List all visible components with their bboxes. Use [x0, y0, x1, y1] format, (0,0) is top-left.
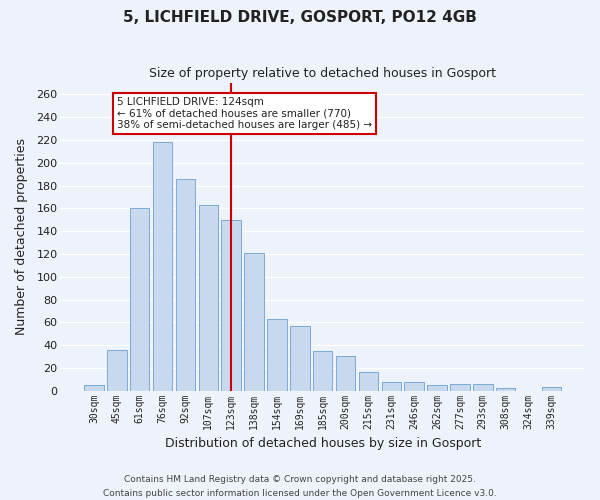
Bar: [244, 253, 264, 390]
Bar: [290, 326, 310, 390]
Bar: [496, 388, 515, 390]
Bar: [359, 372, 378, 390]
Bar: [382, 382, 401, 390]
Bar: [221, 220, 241, 390]
Bar: [450, 384, 470, 390]
Title: Size of property relative to detached houses in Gosport: Size of property relative to detached ho…: [149, 68, 496, 80]
Bar: [130, 208, 149, 390]
Bar: [404, 382, 424, 390]
Bar: [473, 384, 493, 390]
Y-axis label: Number of detached properties: Number of detached properties: [15, 138, 28, 336]
Bar: [107, 350, 127, 391]
Bar: [313, 351, 332, 391]
Text: Contains HM Land Registry data © Crown copyright and database right 2025.
Contai: Contains HM Land Registry data © Crown c…: [103, 476, 497, 498]
Bar: [336, 356, 355, 390]
X-axis label: Distribution of detached houses by size in Gosport: Distribution of detached houses by size …: [164, 437, 481, 450]
Bar: [153, 142, 172, 390]
Bar: [84, 385, 104, 390]
Text: 5, LICHFIELD DRIVE, GOSPORT, PO12 4GB: 5, LICHFIELD DRIVE, GOSPORT, PO12 4GB: [123, 10, 477, 25]
Bar: [542, 387, 561, 390]
Bar: [176, 178, 195, 390]
Bar: [427, 385, 447, 390]
Bar: [199, 205, 218, 390]
Bar: [267, 319, 287, 390]
Text: 5 LICHFIELD DRIVE: 124sqm
← 61% of detached houses are smaller (770)
38% of semi: 5 LICHFIELD DRIVE: 124sqm ← 61% of detac…: [117, 96, 372, 130]
